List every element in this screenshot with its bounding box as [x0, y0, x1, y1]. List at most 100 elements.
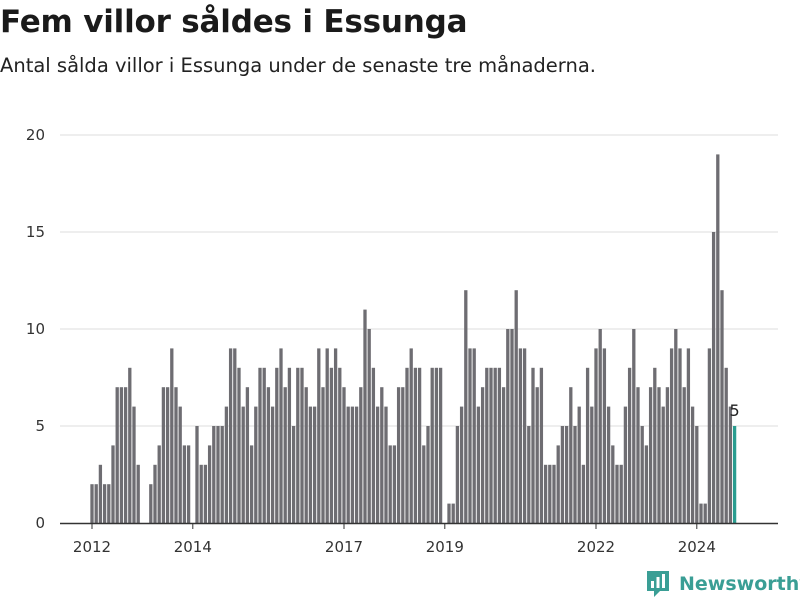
bar [573, 426, 577, 523]
bar [363, 309, 367, 523]
bar [128, 367, 132, 523]
bar [548, 464, 552, 523]
bar [380, 387, 384, 523]
bar [535, 387, 539, 523]
bar [266, 387, 271, 523]
bar [720, 290, 724, 523]
chart-title: Fem villor såldes i Essunga [0, 4, 468, 40]
bar [203, 464, 208, 523]
bar [690, 406, 695, 523]
bar [476, 406, 481, 523]
bar [182, 445, 187, 523]
bar [585, 367, 590, 523]
bar [317, 348, 321, 523]
bar [287, 367, 292, 523]
bar [321, 387, 325, 523]
bar [296, 367, 300, 523]
bar [438, 367, 443, 523]
bar [564, 426, 569, 523]
x-tick-label: 2019 [426, 538, 464, 556]
bar [275, 367, 279, 523]
bar [480, 387, 485, 523]
bar [178, 406, 182, 523]
bar [716, 154, 720, 523]
bar [304, 387, 308, 523]
bar [510, 329, 514, 523]
bar [543, 464, 548, 523]
bar [640, 426, 644, 523]
bar [632, 329, 636, 523]
bar [598, 329, 602, 523]
bar [703, 503, 707, 523]
bar [707, 348, 712, 523]
bar [102, 484, 107, 523]
tick-labels: 0 5 10 15 20 5 2012 2014 2017 2019 2022 2024 [26, 126, 740, 556]
bar [220, 426, 224, 523]
bar [212, 426, 216, 523]
bar [661, 406, 665, 523]
bar [606, 406, 611, 523]
bar [556, 445, 560, 523]
bar [195, 426, 199, 523]
bar [170, 348, 174, 523]
bar [90, 484, 94, 523]
y-tick-label: 20 [26, 126, 45, 144]
y-tick-label: 5 [35, 417, 45, 435]
bar [384, 406, 388, 523]
bar [396, 387, 401, 523]
y-tick-label: 15 [26, 223, 45, 241]
bar [669, 348, 674, 523]
bar [350, 406, 355, 523]
bar [569, 387, 573, 523]
bar [308, 406, 313, 523]
bar [426, 426, 430, 523]
bar [325, 348, 329, 523]
bar [434, 367, 439, 523]
bar [312, 406, 317, 523]
bar [653, 367, 657, 523]
bar [174, 387, 178, 523]
bar [254, 406, 258, 523]
bar [472, 348, 476, 523]
bar [678, 348, 682, 523]
bar [619, 464, 623, 523]
bar [329, 367, 334, 523]
bar [333, 348, 338, 523]
bar [123, 387, 128, 523]
bar [468, 348, 472, 523]
bar [149, 484, 153, 523]
bar [594, 348, 598, 523]
bar [497, 367, 502, 523]
bar [644, 445, 649, 523]
brand-name: Newsworthy [679, 573, 800, 595]
bar [367, 329, 371, 523]
bar [602, 348, 607, 523]
bar [119, 387, 124, 523]
bar-latest [732, 426, 737, 523]
bar [94, 484, 98, 523]
bar [409, 348, 413, 523]
bar [623, 406, 628, 523]
bar [115, 387, 119, 523]
bar [98, 464, 103, 523]
bar [648, 387, 653, 523]
bar [228, 348, 233, 523]
bar [430, 367, 434, 523]
bar [233, 348, 237, 523]
bar [581, 464, 586, 523]
bar [245, 387, 250, 523]
newsworthy-logo-icon [647, 571, 669, 597]
bar [636, 387, 640, 523]
y-tick-label: 0 [35, 514, 45, 532]
bar [207, 445, 212, 523]
bar [724, 367, 728, 523]
bar [388, 445, 392, 523]
bar [283, 387, 287, 523]
bars [90, 154, 737, 523]
bar [262, 367, 266, 523]
bar [300, 367, 304, 523]
bar [258, 367, 262, 523]
bar [590, 406, 594, 523]
bar [728, 406, 733, 523]
